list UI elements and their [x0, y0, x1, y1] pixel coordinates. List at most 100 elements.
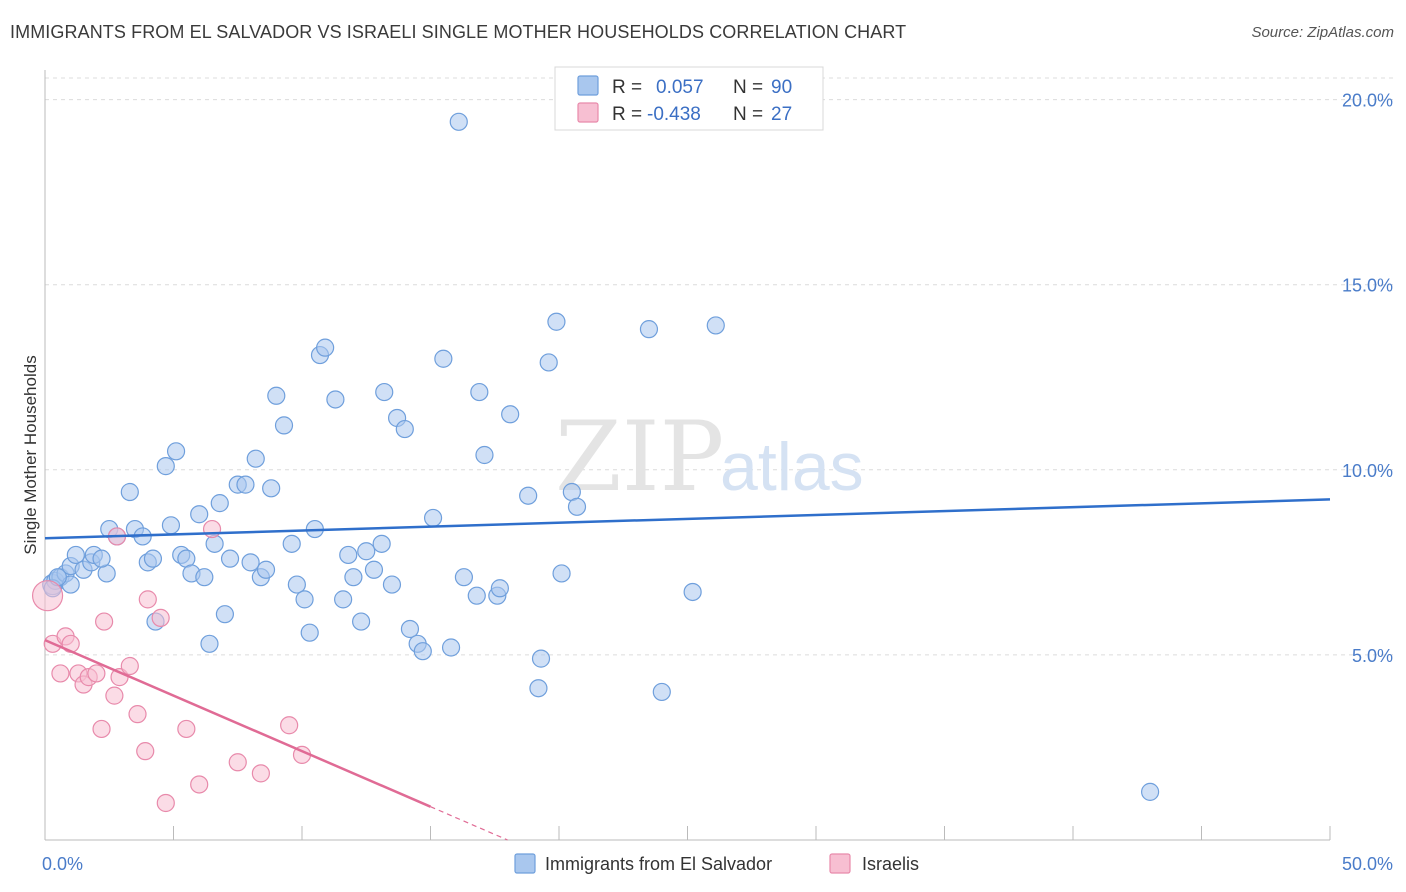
point-israelis [105, 686, 124, 705]
point-salvador [195, 568, 214, 587]
point-israelis [228, 753, 247, 772]
point-israelis [136, 742, 155, 761]
point-salvador [382, 575, 402, 594]
point-israelis [251, 764, 270, 783]
point-salvador [352, 612, 371, 631]
watermark: ZIP atlas [555, 401, 864, 513]
legend-swatch-israelis [577, 102, 599, 123]
axes [44, 70, 1331, 841]
legend-r-label: R = [612, 104, 642, 125]
legend-top: R = 0.057 N = 90 R = -0.438 N = 27 [554, 66, 824, 131]
point-salvador [344, 568, 363, 587]
trend-line-israelis [44, 638, 431, 808]
point-israelis [156, 793, 175, 813]
legend-swatch-salvador [577, 75, 599, 96]
point-salvador [267, 386, 286, 405]
point-salvador [66, 545, 85, 565]
legend-label-israelis: Israelis [862, 854, 919, 874]
point-salvador [200, 634, 219, 653]
point-israelis [190, 775, 209, 794]
legend-r-value: 0.057 [656, 77, 704, 98]
point-israelis [138, 590, 157, 609]
trend-line-israelis-extension [430, 806, 508, 841]
point-salvador [92, 549, 111, 568]
point-salvador [423, 508, 443, 528]
point-salvador [539, 353, 558, 372]
point-salvador [400, 619, 420, 639]
point-israelis [95, 612, 114, 631]
point-salvador [120, 482, 139, 502]
chart-title: IMMIGRANTS FROM EL SALVADOR VS ISRAELI S… [10, 22, 907, 42]
point-salvador [706, 316, 725, 335]
x-tick-label: 0.0% [42, 854, 83, 874]
y-tick-label: 10.0% [1342, 461, 1393, 481]
y-tick-label: 5.0% [1352, 646, 1393, 666]
tick-labels: 5.0% 10.0% 15.0% 20.0% 0.0% 50.0% [42, 91, 1393, 874]
point-salvador [567, 497, 587, 516]
point-salvador [241, 553, 260, 572]
point-israelis [31, 580, 64, 612]
trend-line-salvador [44, 498, 1331, 540]
point-israelis [151, 608, 170, 627]
point-salvador [413, 642, 432, 661]
data-points [31, 112, 1160, 813]
point-israelis [202, 519, 222, 539]
point-salvador [300, 623, 319, 642]
point-salvador [364, 560, 384, 579]
legend-bottom: Immigrants from El Salvador Israelis [514, 853, 919, 874]
point-salvador [236, 475, 255, 494]
point-salvador [205, 534, 224, 553]
point-salvador [256, 560, 276, 579]
point-salvador [475, 445, 494, 465]
point-salvador [339, 545, 358, 565]
point-salvador [531, 649, 551, 668]
y-axis-label: Single Mother Households [21, 355, 40, 554]
point-israelis [128, 705, 147, 724]
point-salvador [441, 638, 461, 657]
legend-n-value: 90 [771, 77, 792, 98]
point-salvador [454, 568, 474, 587]
point-salvador [519, 486, 538, 505]
legend-n-label: N = [733, 77, 763, 98]
point-israelis [280, 716, 299, 735]
y-tick-label: 15.0% [1342, 276, 1393, 296]
point-salvador [190, 505, 209, 524]
point-salvador [470, 382, 489, 402]
point-salvador [246, 449, 265, 468]
point-salvador [372, 534, 391, 553]
trend-lines [44, 498, 1331, 841]
point-salvador [395, 419, 414, 439]
legend-n-value: 27 [771, 104, 792, 125]
legend-top-box [554, 66, 824, 131]
point-salvador [490, 579, 509, 598]
legend-swatch-israelis [829, 853, 851, 874]
point-salvador [357, 542, 376, 561]
point-salvador [652, 682, 671, 702]
point-salvador [210, 494, 229, 513]
point-salvador [220, 549, 240, 568]
point-israelis [92, 719, 111, 739]
point-salvador [156, 457, 175, 476]
point-israelis [177, 719, 196, 739]
point-salvador [295, 590, 314, 609]
point-salvador [282, 534, 301, 553]
point-salvador [1140, 782, 1160, 801]
point-salvador [375, 382, 394, 402]
chart-source: Source: ZipAtlas.com [1251, 24, 1394, 41]
point-salvador [552, 564, 571, 583]
legend-label-salvador: Immigrants from El Salvador [545, 854, 772, 874]
point-salvador [501, 405, 520, 424]
watermark-zip: ZIP [555, 401, 724, 513]
point-salvador [143, 549, 163, 568]
point-israelis [51, 664, 70, 683]
point-salvador [215, 605, 234, 624]
point-salvador [262, 479, 281, 498]
watermark-atlas: atlas [720, 429, 864, 505]
point-salvador [529, 679, 548, 698]
point-salvador [274, 416, 294, 435]
point-salvador [334, 590, 353, 609]
y-tick-label: 20.0% [1342, 91, 1393, 111]
point-salvador [547, 312, 566, 331]
point-salvador [434, 349, 453, 368]
